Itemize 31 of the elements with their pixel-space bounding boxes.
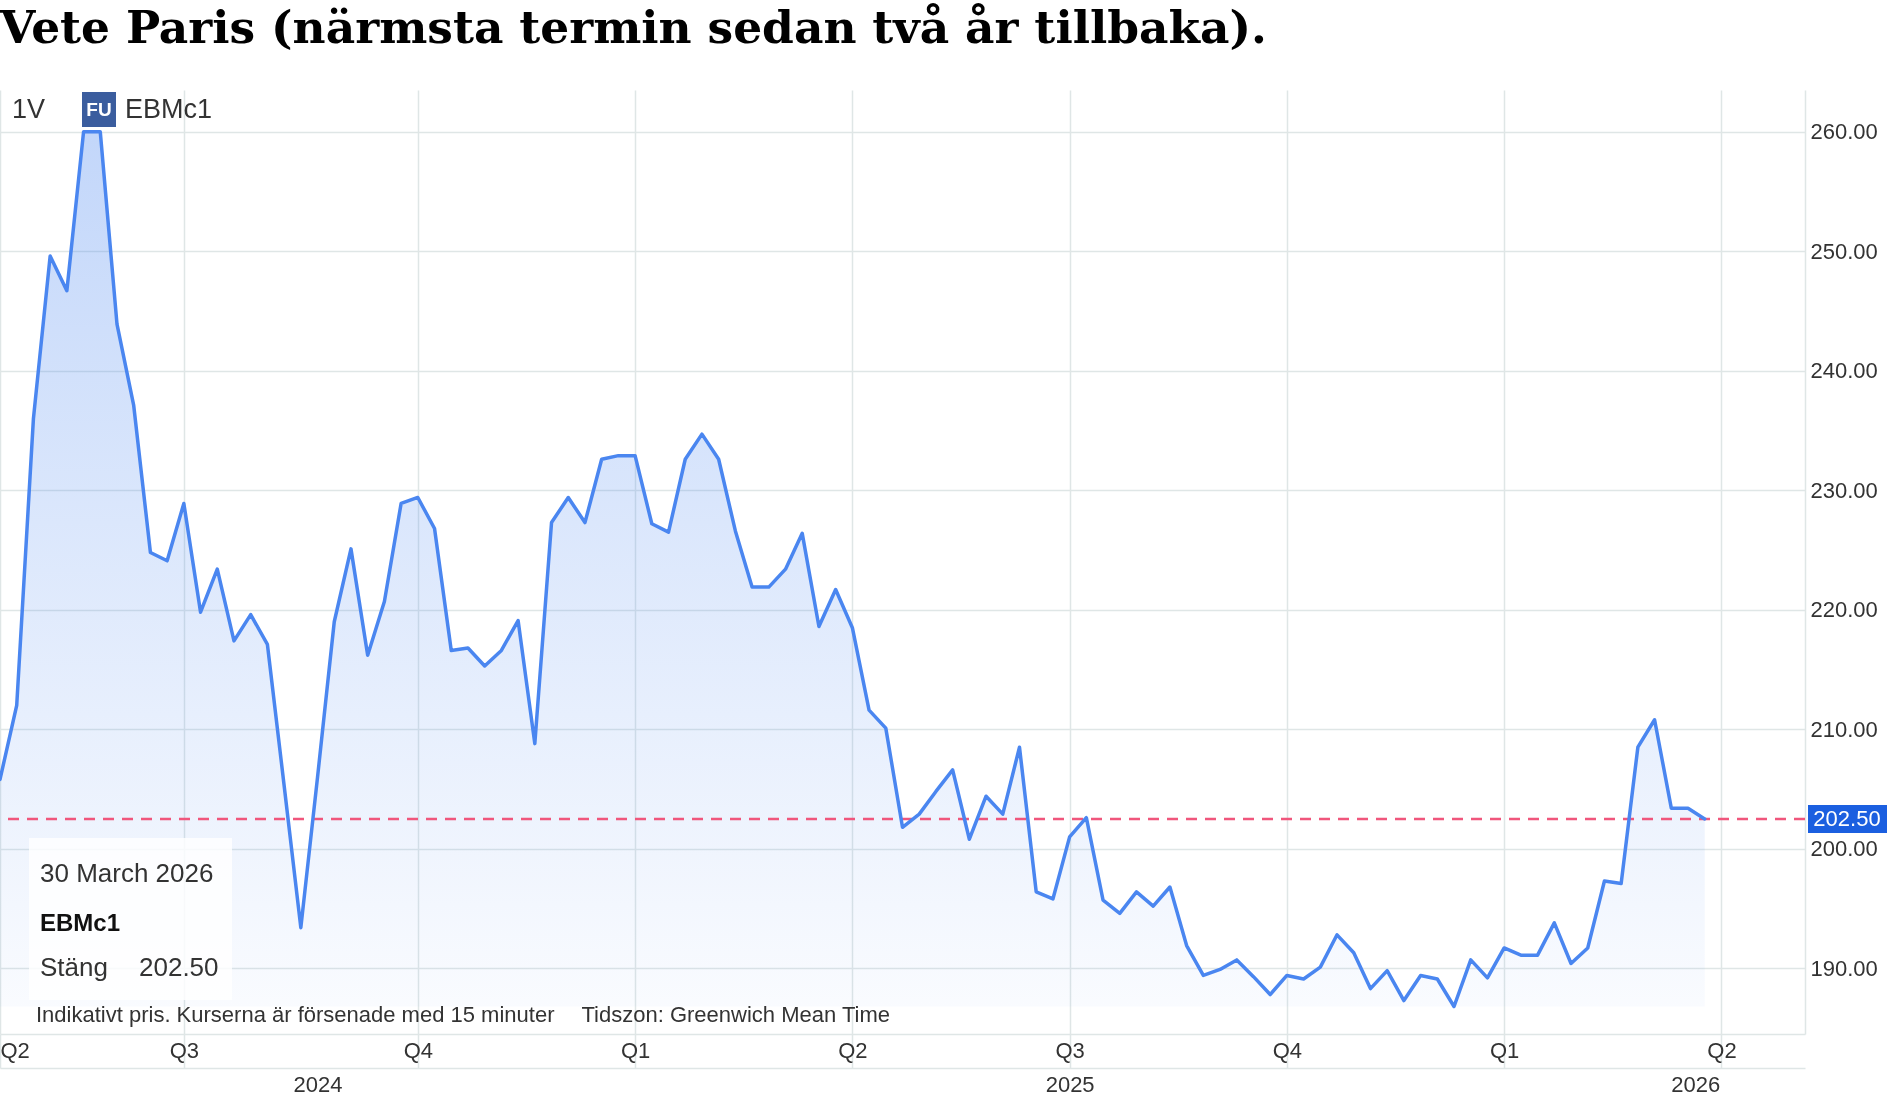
x-tick-label: Q4 [1272,1037,1303,1063]
badge: FU [82,92,117,127]
x-tick-label: Q1 [620,1037,651,1063]
chart-title: Vete Paris (närmsta termin sedan två år tillbaka). [0,0,1267,54]
y-tick-label: 230.00 [1810,477,1878,503]
y-tick-label: 190.00 [1810,955,1878,981]
x2-tick-label: 2025 [1045,1071,1095,1097]
y-tick-label: 220.00 [1810,597,1878,623]
y-tick-label: 240.00 [1810,358,1878,384]
y-tick-label: 200.00 [1810,836,1878,862]
y-tick-label: 250.00 [1810,238,1878,264]
annotation: Stäng [40,952,108,982]
x-tick-label: Q3 [169,1037,200,1063]
y-tick-label: 260.00 [1810,119,1878,145]
x2-tick-label: 2024 [293,1071,343,1097]
x-tick-label: Q1 [1489,1037,1520,1063]
annotation: EBMc1 [125,94,213,125]
annotation: EBMc1 [40,908,121,938]
annotation: Indikativt pris. Kurserna är försenade med 15 minuter [36,1002,555,1028]
x-tick-label: Q2 [838,1037,868,1063]
x-tick-label: Q4 [403,1037,433,1063]
x-tick-label: Q3 [1055,1037,1085,1063]
x2-tick-label: 2026 [1671,1071,1721,1097]
annotation: 202.50 [139,952,219,982]
ref-line-label: 202.50 [1813,805,1881,831]
x-tick-label: Q2 [1707,1037,1737,1063]
annotation: Tidszon: Greenwich Mean Time [581,1002,891,1028]
annotation: 1V [12,94,46,125]
annotation: 30 March 2026 [40,858,214,888]
y-tick-label: 210.00 [1810,716,1878,742]
x-tick-label: Q2 [0,1037,30,1063]
